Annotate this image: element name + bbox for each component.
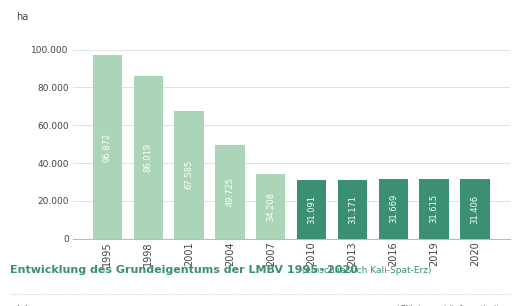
Bar: [460, 179, 490, 239]
Bar: [297, 180, 327, 239]
Text: ha: ha: [16, 12, 28, 22]
Bar: [93, 55, 122, 239]
Bar: [256, 174, 285, 239]
Text: 31.615: 31.615: [430, 194, 439, 223]
Text: 31.669: 31.669: [389, 194, 398, 223]
Text: 67.585: 67.585: [185, 160, 193, 189]
Text: 31.171: 31.171: [348, 195, 357, 224]
Text: Jahr: Jahr: [16, 305, 35, 306]
Text: 96.872: 96.872: [103, 132, 112, 162]
Text: 49.725: 49.725: [226, 177, 235, 206]
Bar: [338, 180, 367, 239]
Text: 31.406: 31.406: [471, 194, 479, 224]
Text: Entwicklung des Grundeigentums der LMBV 1995 - 2020: Entwicklung des Grundeigentums der LMBV …: [10, 265, 358, 275]
Bar: [174, 111, 204, 239]
Bar: [215, 145, 244, 239]
Text: 31.091: 31.091: [307, 195, 316, 224]
Text: 86.019: 86.019: [144, 143, 153, 172]
Text: (einschließlich Kali-Spat-Erz): (einschließlich Kali-Spat-Erz): [299, 267, 432, 275]
Text: *Flächenankäufe enthalten: *Flächenankäufe enthalten: [396, 305, 510, 306]
Bar: [379, 179, 408, 239]
Bar: [134, 76, 163, 239]
Bar: [420, 179, 449, 239]
Text: 34.208: 34.208: [266, 192, 275, 221]
